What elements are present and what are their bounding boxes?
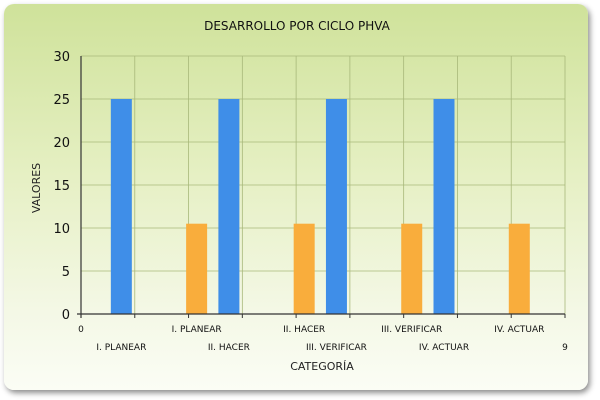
x-category-label: I. PLANEAR <box>172 325 222 335</box>
y-tick-label: 30 <box>53 50 70 65</box>
bar-series-2 <box>293 223 315 314</box>
x-category-label: IV. ACTUAR <box>419 343 469 353</box>
y-tick-label: 5 <box>62 265 70 280</box>
y-axis-title: VALORES <box>30 163 43 213</box>
x-tick-label: 9 <box>562 343 568 353</box>
x-category-label: II. HACER <box>208 343 250 353</box>
y-tick-label: 15 <box>53 179 70 194</box>
axes <box>77 56 566 318</box>
bar-series-1 <box>325 99 347 314</box>
bar-series-1 <box>218 99 240 314</box>
y-tick-labels: 0 5 10 15 20 25 30 <box>53 50 70 323</box>
bar-chart: DESARROLLO POR CICLO PHVA 0 5 10 15 20 25 30 0… <box>30 19 568 373</box>
bar-series-2 <box>401 223 423 314</box>
bar-series-1 <box>433 99 455 314</box>
x-axis-title: CATEGORÍA <box>290 360 354 373</box>
x-category-label: III. VERIFICAR <box>306 343 367 353</box>
plot-grid <box>81 55 566 314</box>
x-category-label: I. PLANEAR <box>96 343 146 353</box>
x-tick-label: 0 <box>78 325 84 335</box>
chart-card: DESARROLLO POR CICLO PHVA 0 5 10 15 20 25 30 0… <box>4 4 588 390</box>
x-tick-labels: 0 9 I. PLANEAR II. HACER III. VERIFICAR IV. A… <box>78 325 568 353</box>
bar-series-2 <box>186 223 208 314</box>
bar-series-2 <box>508 223 530 314</box>
y-tick-label: 10 <box>53 222 70 237</box>
x-category-label: II. HACER <box>283 325 325 335</box>
x-category-label: III. VERIFICAR <box>381 325 442 335</box>
y-tick-label: 25 <box>53 93 70 108</box>
bars <box>110 99 530 314</box>
x-category-label: IV. ACTUAR <box>494 325 544 335</box>
bar-series-1 <box>110 99 132 314</box>
y-tick-label: 20 <box>53 136 70 151</box>
chart-title: DESARROLLO POR CICLO PHVA <box>204 19 391 33</box>
y-tick-label: 0 <box>62 308 70 323</box>
